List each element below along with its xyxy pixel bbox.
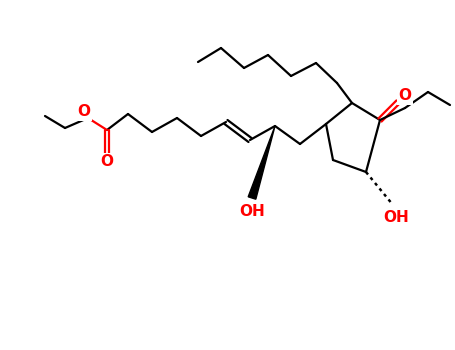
Text: OH: OH bbox=[239, 204, 265, 219]
Polygon shape bbox=[248, 126, 275, 199]
Text: O: O bbox=[101, 154, 113, 169]
Text: O: O bbox=[77, 105, 91, 119]
Text: O: O bbox=[399, 89, 411, 104]
Text: OH: OH bbox=[383, 210, 409, 225]
